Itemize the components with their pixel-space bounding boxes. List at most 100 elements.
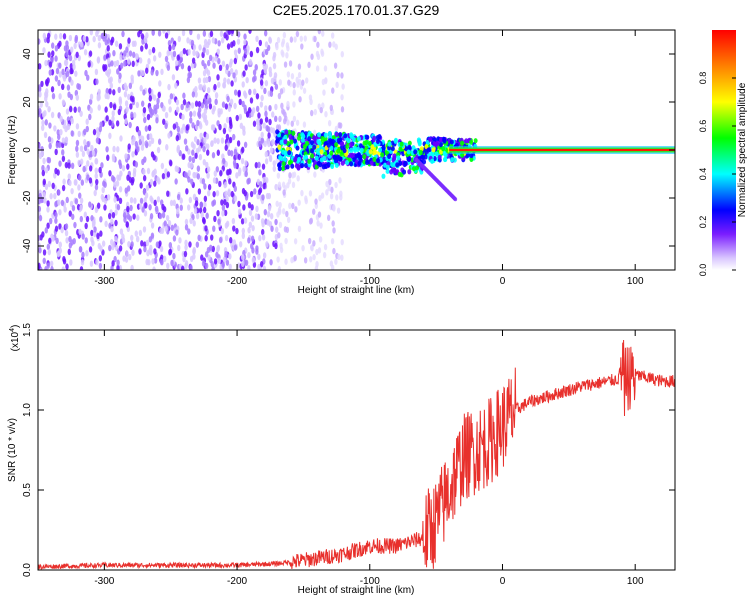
spectrogram-noise-cell <box>197 77 202 84</box>
spectrogram-noise-cell <box>96 232 100 240</box>
spectrogram-noise-cell <box>38 234 41 242</box>
spectrogram-noise-cell <box>230 190 234 198</box>
spectrogram-noise-cell <box>58 62 62 69</box>
spectrogram-noise-cell <box>291 172 295 179</box>
spectrogram-noise-cell <box>152 55 157 62</box>
spectrogram-noise-cell <box>132 213 136 220</box>
spectrogram-noise-cell <box>179 197 183 204</box>
spectrogram-noise-cell <box>89 107 93 114</box>
spectrogram-noise-cell <box>58 40 62 47</box>
spectrogram-noise-cell <box>264 110 268 118</box>
spectrogram-band-cell <box>338 131 343 138</box>
spectrogram-noise-cell <box>218 123 222 131</box>
spectrogram-band-cell <box>441 146 446 152</box>
spectrogram-noise-cell <box>319 106 323 114</box>
spectrogram-x-tick-label: -300 <box>94 276 114 287</box>
spectrogram-noise-cell <box>77 106 82 113</box>
spectrogram-noise-cell <box>280 49 284 56</box>
spectrogram-noise-cell <box>134 140 139 148</box>
spectrogram-noise-cell <box>70 117 74 125</box>
spectrogram-band-cell <box>302 143 307 150</box>
spectrogram-noise-cell <box>157 138 162 145</box>
spectrogram-noise-cell <box>323 65 328 72</box>
spectrogram-band-cell <box>443 152 448 158</box>
spectrogram-noise-cell <box>169 93 174 100</box>
spectrogram-noise-cell <box>57 250 61 257</box>
spectrogram-noise-cell <box>112 50 116 57</box>
spectrogram-noise-cell <box>262 252 267 259</box>
spectrogram-noise-cell <box>45 88 49 95</box>
spectrogram-noise-cell <box>252 69 257 76</box>
spectrogram-noise-cell <box>325 189 329 196</box>
spectrogram-noise-cell <box>274 83 279 90</box>
spectrogram-band-cell <box>417 139 422 145</box>
spectrogram-noise-cell <box>232 133 236 141</box>
spectrogram-noise-cell <box>48 142 52 150</box>
spectrogram-noise-cell <box>97 104 101 111</box>
spectrogram-band-cell <box>407 140 412 146</box>
spectrogram-band-cell <box>288 134 293 140</box>
spectrogram-noise-cell <box>250 215 255 222</box>
spectrogram-noise-cell <box>73 106 77 113</box>
spectrogram-noise-cell <box>272 62 277 70</box>
spectrogram-noise-cell <box>244 160 248 167</box>
spectrogram-noise-cell <box>288 172 292 179</box>
spectrogram-noise-cell <box>313 108 318 116</box>
spectrogram-noise-cell <box>148 87 152 94</box>
spectrogram-noise-cell <box>186 37 190 44</box>
spectrogram-noise-cell <box>188 196 193 204</box>
spectrogram-noise-cell <box>67 91 71 98</box>
spectrogram-streak-cell <box>453 197 458 202</box>
spectrogram-band-cell <box>275 138 280 144</box>
spectrogram-noise-cell <box>168 241 173 249</box>
spectrogram-noise-cell <box>249 97 254 104</box>
spectrogram-noise-cell <box>225 259 230 266</box>
spectrogram-noise-cell <box>57 189 61 196</box>
spectrogram-noise-cell <box>331 220 335 227</box>
spectrogram-noise-cell <box>170 224 174 232</box>
spectrogram-noise-cell <box>263 67 268 74</box>
spectrogram-noise-cell <box>179 55 183 63</box>
spectrogram-band-cell <box>387 141 392 147</box>
spectrogram-noise-cell <box>83 128 87 136</box>
spectrogram-noise-cell <box>221 210 225 217</box>
spectrogram-noise-cell <box>300 189 304 197</box>
spectrogram-noise-cell <box>321 30 325 37</box>
spectrogram-noise-cell <box>201 216 206 224</box>
spectrogram-noise-cell <box>257 161 261 169</box>
spectrogram-band-cell <box>406 149 411 155</box>
spectrogram-band-cell <box>392 168 397 174</box>
spectrogram-noise-cell <box>206 143 210 150</box>
spectrogram-noise-cell <box>83 49 88 56</box>
spectrogram-band-cell <box>345 159 350 166</box>
spectrogram-band-cell <box>338 137 343 143</box>
spectrogram-noise-cell <box>176 166 180 173</box>
spectrogram-noise-cell <box>197 112 202 119</box>
spectrogram-noise-cell <box>259 79 264 86</box>
spectrogram-noise-cell <box>224 250 228 258</box>
spectrogram-noise-cell <box>216 137 220 145</box>
spectrogram-noise-cell <box>175 59 179 67</box>
spectrogram-noise-cell <box>125 106 129 113</box>
spectrogram-band-cell <box>339 145 344 151</box>
spectrogram-noise-cell <box>255 245 259 252</box>
spectrogram-noise-cell <box>217 40 221 47</box>
spectrogram-noise-cell <box>217 57 221 65</box>
spectrogram-noise-cell <box>257 188 262 196</box>
spectrogram-band-cell <box>432 141 437 147</box>
spectrogram-noise-cell <box>128 82 133 90</box>
spectrogram-band-cell <box>342 147 347 154</box>
spectrogram-band-cell <box>280 165 285 172</box>
spectrogram-noise-cell <box>143 196 147 204</box>
spectrogram-noise-cell <box>222 256 227 263</box>
spectrogram-noise-cell <box>332 247 336 255</box>
spectrogram-noise-cell <box>185 145 189 152</box>
spectrogram-noise-cell <box>198 44 202 51</box>
spectrogram-band-cell <box>322 155 327 161</box>
spectrogram-noise-cell <box>180 103 184 111</box>
spectrogram-noise-cell <box>57 79 61 87</box>
spectrogram-noise-cell <box>55 67 60 75</box>
spectrogram-noise-cell <box>176 207 180 215</box>
spectrogram-noise-cell <box>192 246 196 254</box>
spectrogram-noise-cell <box>134 161 139 168</box>
